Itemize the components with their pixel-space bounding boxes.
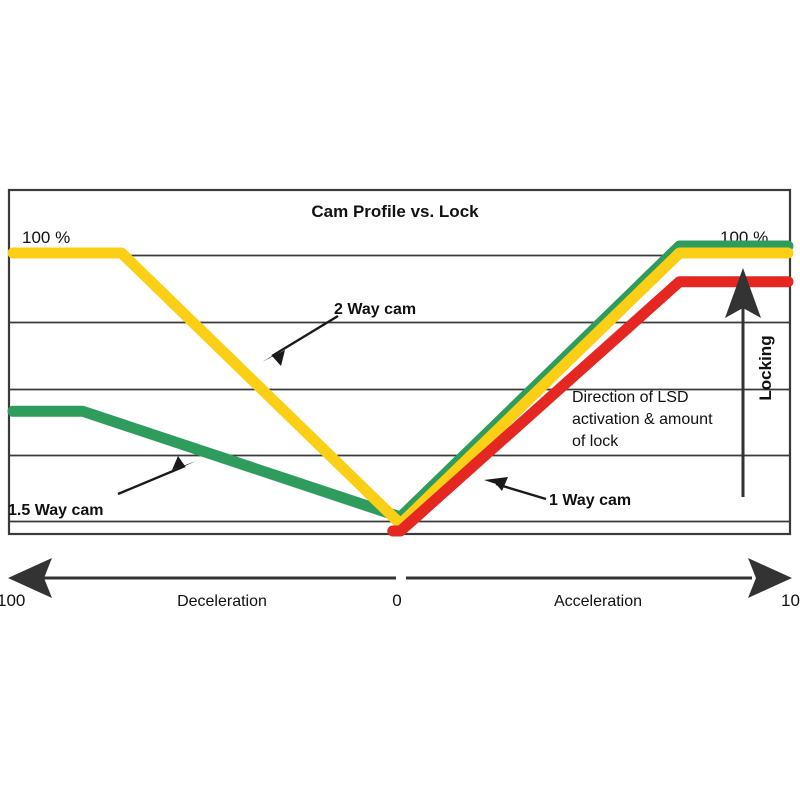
callout-2-way-cam-label: 2 Way cam <box>334 301 416 318</box>
callout-2-way-cam-arrowhead <box>262 350 285 366</box>
axis-value-right: 100 <box>781 591 800 610</box>
callout-2-way-cam: 2 Way cam <box>262 301 416 366</box>
axis-value-left: 100 <box>0 591 25 610</box>
callout-1-way-cam-label: 1 Way cam <box>549 492 631 509</box>
deceleration-acceleration-axis: 100 0 100 Deceleration Acceleration <box>0 558 800 610</box>
locking-arrow: Locking <box>725 268 775 497</box>
callout-1-way-cam-arrowhead <box>484 477 508 491</box>
callout-1-way-cam: 1 Way cam <box>484 477 631 509</box>
locking-axis-label: Locking <box>756 335 775 400</box>
locking-arrow-head <box>725 268 761 318</box>
callout-1-5-way-cam-label: 1.5 Way cam <box>8 502 103 519</box>
callout-1-5-way-cam-leader <box>117 464 186 496</box>
callout-2-way-cam-leader <box>271 314 339 358</box>
plot-frame <box>7 188 792 536</box>
lsd-direction-note: Direction of LSD activation & amount of … <box>572 389 713 450</box>
label-top-left-percent: 100 % <box>22 228 70 247</box>
axis-label-acceleration: Acceleration <box>554 593 642 610</box>
axis-label-deceleration: Deceleration <box>177 593 267 610</box>
callout-1-5-way-cam-arrowhead <box>172 456 196 470</box>
callout-1-way-cam-leader <box>495 482 547 501</box>
deceleration-arrowhead <box>8 558 52 598</box>
chart-title: Cam Profile vs. Lock <box>311 202 479 221</box>
lsd-note-line-3: of lock <box>572 433 619 450</box>
callout-1-5-way-cam: 1.5 Way cam <box>8 456 196 519</box>
lsd-note-line-1: Direction of LSD <box>572 389 689 406</box>
series-line-1-way-cam <box>387 276 794 537</box>
axis-value-center: 0 <box>392 591 401 610</box>
lsd-note-line-2: activation & amount <box>572 411 713 428</box>
acceleration-arrowhead <box>748 558 792 598</box>
